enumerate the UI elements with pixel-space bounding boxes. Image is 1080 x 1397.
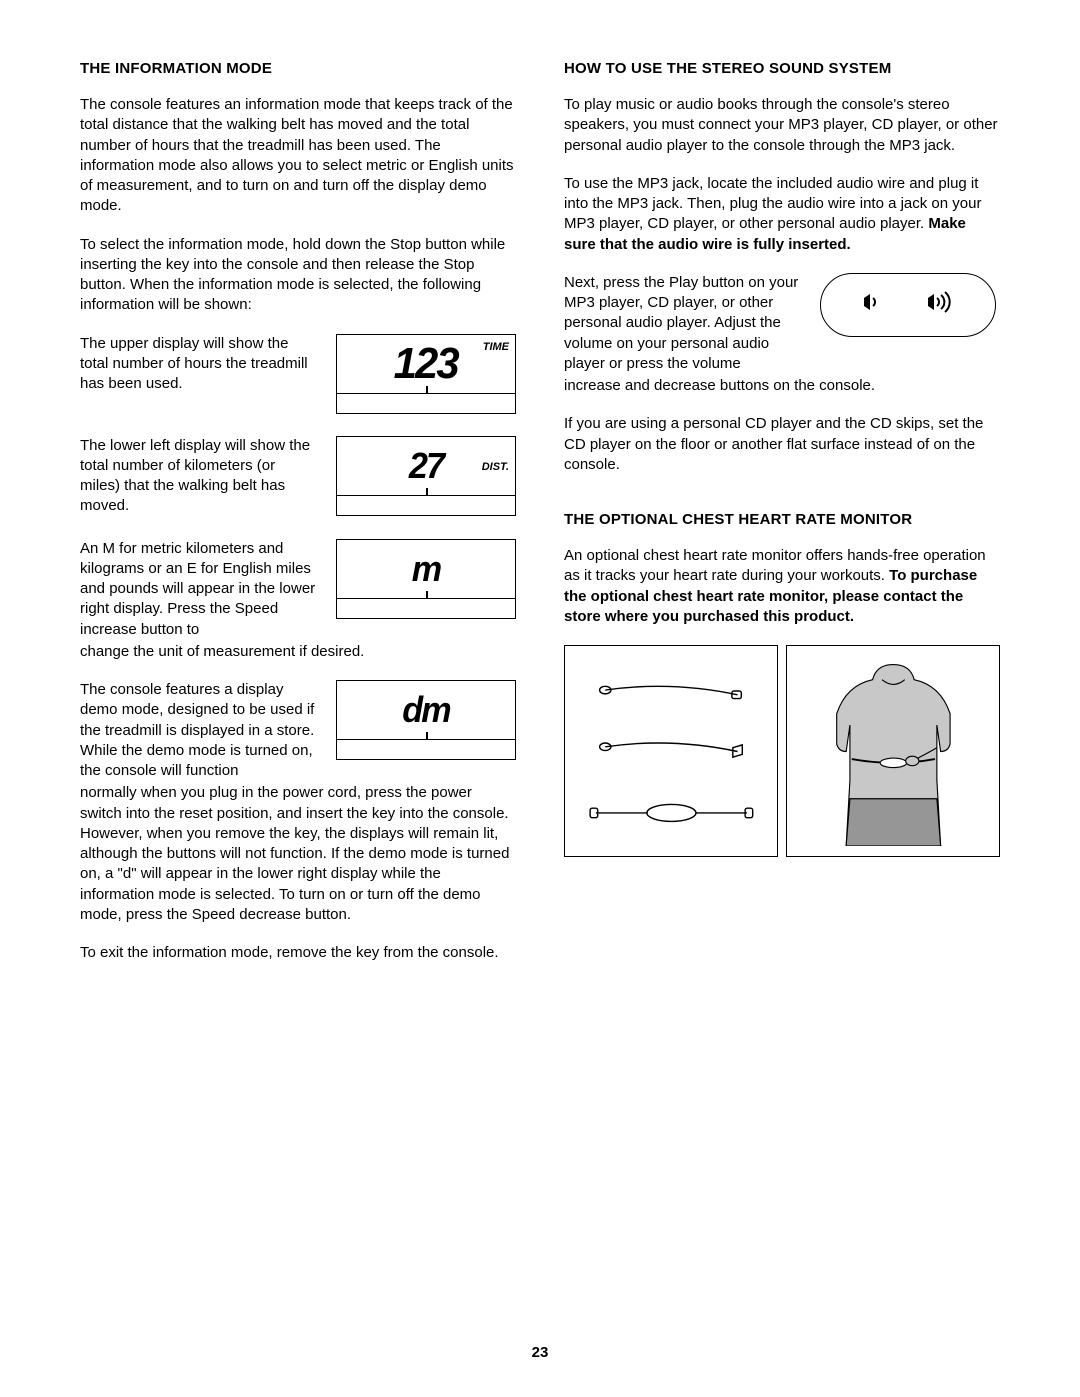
- lcd-tick: [426, 488, 428, 496]
- chest-strap-illustration: [564, 645, 778, 857]
- lcd-frame: TIME 123: [336, 334, 516, 414]
- torso-icon: [798, 657, 989, 846]
- lcd-bot: [337, 393, 515, 413]
- heart-rate-illustrations: [564, 645, 1000, 857]
- text-play-b: increase and decrease buttons on the con…: [564, 376, 1000, 396]
- lcd-frame: m: [336, 539, 516, 619]
- lcd-top: 27 DIST.: [337, 437, 515, 495]
- lcd-label-time: TIME: [483, 341, 509, 353]
- text-demo-b: normally when you plug in the power cord…: [80, 783, 516, 925]
- text-distance: The lower left display will show the tot…: [80, 436, 318, 517]
- para-stereo-2a: To use the MP3 jack, locate the included…: [564, 175, 981, 233]
- para-stereo-1: To play music or audio books through the…: [564, 95, 1000, 156]
- strap-icon: [576, 657, 767, 846]
- row-volume: Next, press the Play button on your MP3 …: [564, 273, 1000, 374]
- text-units-b: change the unit of measurement if desire…: [80, 642, 516, 662]
- text-demo-a: The console features a display demo mode…: [80, 680, 318, 781]
- text-play-a: Next, press the Play button on your MP3 …: [564, 273, 802, 374]
- lcd-tick: [426, 386, 428, 394]
- left-column: THE INFORMATION MODE The console feature…: [80, 60, 516, 981]
- lcd-tick: [426, 591, 428, 599]
- para-info-intro: The console features an information mode…: [80, 95, 516, 217]
- lcd-tick: [426, 732, 428, 740]
- row-demo: The console features a display demo mode…: [80, 680, 516, 781]
- lcd-value-time: 123: [394, 342, 458, 386]
- para-stereo-2: To use the MP3 jack, locate the included…: [564, 174, 1000, 255]
- heading-stereo: HOW TO USE THE STEREO SOUND SYSTEM: [564, 60, 1000, 77]
- lcd-dist-box: 27 DIST.: [336, 436, 516, 516]
- lcd-bot: [337, 739, 515, 759]
- lcd-top: m: [337, 540, 515, 598]
- torso-illustration: [786, 645, 1000, 857]
- lcd-units-box: m: [336, 539, 516, 619]
- heading-heart-rate: THE OPTIONAL CHEST HEART RATE MONITOR: [564, 511, 1000, 528]
- lcd-frame: 27 DIST.: [336, 436, 516, 516]
- volume-down-icon: [858, 288, 886, 321]
- para-cd: If you are using a personal CD player an…: [564, 414, 1000, 475]
- row-distance: The lower left display will show the tot…: [80, 436, 516, 517]
- row-hours: The upper display will show the total nu…: [80, 334, 516, 414]
- lcd-bot: [337, 598, 515, 618]
- para-info-select: To select the information mode, hold dow…: [80, 235, 516, 316]
- volume-control-illustration: [820, 273, 1000, 337]
- lcd-value-dist: 27: [409, 448, 443, 484]
- lcd-value-demo: dm: [402, 692, 450, 728]
- lcd-label-dist: DIST.: [482, 461, 509, 473]
- row-units: An M for metric kilometers and kilograms…: [80, 539, 516, 640]
- para-exit: To exit the information mode, remove the…: [80, 943, 516, 963]
- lcd-time-box: TIME 123: [336, 334, 516, 414]
- right-column: HOW TO USE THE STEREO SOUND SYSTEM To pl…: [564, 60, 1000, 981]
- volume-oval: [820, 273, 996, 337]
- lcd-bot: [337, 495, 515, 515]
- lcd-value-units: m: [412, 551, 441, 587]
- lcd-frame: dm: [336, 680, 516, 760]
- volume-up-icon: [924, 288, 958, 321]
- text-units-a: An M for metric kilometers and kilograms…: [80, 539, 318, 640]
- text-hours: The upper display will show the total nu…: [80, 334, 318, 395]
- lcd-demo-box: dm: [336, 680, 516, 760]
- page-number: 23: [0, 1344, 1080, 1361]
- two-column-layout: THE INFORMATION MODE The console feature…: [80, 60, 1000, 981]
- lcd-top: dm: [337, 681, 515, 739]
- heading-information-mode: THE INFORMATION MODE: [80, 60, 516, 77]
- para-hr: An optional chest heart rate monitor off…: [564, 546, 1000, 627]
- lcd-top: TIME 123: [337, 335, 515, 393]
